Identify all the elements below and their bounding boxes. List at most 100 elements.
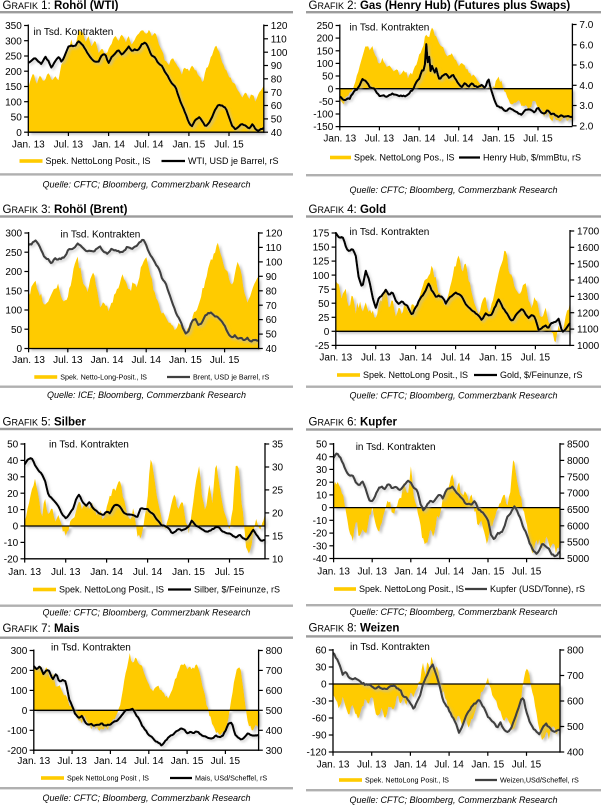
svg-text:Quelle: CFTC; Bloomberg, Comme: Quelle: CFTC; Bloomberg, Commerzbank Res…: [349, 185, 557, 195]
svg-text:175: 175: [313, 229, 330, 240]
svg-text:100: 100: [5, 306, 22, 317]
svg-text:GRAFIK 8: Weizen: GRAFIK 8: Weizen: [309, 623, 400, 635]
svg-text:Jul. 15: Jul. 15: [523, 134, 553, 145]
svg-text:50: 50: [7, 440, 19, 451]
svg-text:-90: -90: [312, 731, 327, 742]
svg-text:120: 120: [266, 229, 283, 240]
svg-text:100: 100: [271, 48, 288, 59]
svg-text:40: 40: [266, 344, 278, 355]
svg-text:Spek. NettoLong Pos., lS: Spek. NettoLong Pos., lS: [354, 153, 455, 163]
svg-text:50: 50: [266, 330, 278, 341]
svg-text:70: 70: [271, 88, 283, 99]
svg-text:5500: 5500: [567, 538, 590, 549]
svg-text:Jan. 13: Jan. 13: [317, 567, 350, 578]
svg-text:Jan. 14: Jan. 14: [394, 760, 427, 771]
svg-text:-50: -50: [319, 97, 334, 108]
svg-text:30: 30: [316, 465, 328, 476]
svg-text:Jul. 14: Jul. 14: [131, 355, 161, 366]
svg-text:800: 800: [567, 646, 584, 657]
svg-text:50: 50: [11, 113, 23, 124]
svg-text:Jul. 13: Jul. 13: [53, 355, 83, 366]
svg-text:Spek. NettoLong Posit., lS: Spek. NettoLong Posit., lS: [46, 156, 151, 166]
svg-text:Jul. 15: Jul. 15: [521, 353, 551, 364]
svg-text:90: 90: [266, 272, 278, 283]
svg-text:Quelle: CFTC; Bloomberg, Comme: Quelle: CFTC; Bloomberg, Commerzbank Res…: [349, 607, 557, 617]
svg-text:-30: -30: [312, 697, 327, 708]
svg-text:GRAFIK 3: Rohöl (Brent): GRAFIK 3: Rohöl (Brent): [3, 204, 128, 216]
svg-text:8000: 8000: [567, 456, 590, 467]
svg-text:125: 125: [313, 257, 330, 268]
svg-text:7000: 7000: [567, 489, 590, 500]
svg-text:500: 500: [567, 722, 584, 733]
svg-text:8500: 8500: [567, 440, 590, 451]
svg-text:Quelle: CFTC; Bloomberg, Comme: Quelle: CFTC; Bloomberg, Commerzbank Res…: [42, 607, 250, 617]
svg-text:500: 500: [266, 706, 283, 717]
svg-text:40: 40: [271, 128, 283, 139]
svg-text:Spek NettoLong Posit , lS: Spek NettoLong Posit , lS: [67, 774, 149, 783]
svg-text:200: 200: [11, 666, 28, 677]
svg-text:Jan. 13: Jan. 13: [8, 567, 41, 578]
svg-text:Jul. 14: Jul. 14: [441, 353, 471, 364]
svg-text:Jan. 15: Jan. 15: [482, 134, 515, 145]
svg-text:Silber, $/Feinunze, rS: Silber, $/Feinunze, rS: [194, 585, 280, 595]
svg-text:Gold, $/Feinunze, rS: Gold, $/Feinunze, rS: [500, 370, 583, 380]
svg-text:0: 0: [16, 128, 22, 139]
svg-text:0: 0: [328, 84, 334, 95]
svg-text:in Tsd. Kontrakten: in Tsd. Kontrakten: [350, 23, 430, 34]
svg-text:-100: -100: [313, 110, 333, 121]
svg-text:-10: -10: [313, 516, 328, 527]
svg-text:Jul. 15: Jul. 15: [215, 567, 245, 578]
svg-text:in Tsd. Kontrakten: in Tsd. Kontrakten: [350, 227, 430, 238]
svg-text:Jan. 13: Jan. 13: [12, 140, 45, 151]
svg-text:Jul. 14: Jul. 14: [434, 760, 464, 771]
svg-text:Spek. NettoLong Posit., lS: Spek. NettoLong Posit., lS: [365, 776, 449, 785]
svg-text:Jul. 13: Jul. 13: [357, 567, 387, 578]
svg-text:100: 100: [313, 271, 330, 282]
svg-text:7.0: 7.0: [579, 20, 593, 31]
svg-text:Jul. 15: Jul. 15: [512, 760, 542, 771]
svg-text:GRAFIK 4: Gold: GRAFIK 4: Gold: [309, 204, 387, 216]
svg-text:200: 200: [317, 34, 334, 45]
svg-text:60: 60: [266, 315, 278, 326]
svg-text:Jan. 13: Jan. 13: [12, 355, 45, 366]
svg-text:Jul. 13: Jul. 13: [365, 134, 395, 145]
svg-text:25: 25: [272, 486, 284, 497]
svg-text:Jan. 13: Jan. 13: [319, 353, 352, 364]
svg-text:1400: 1400: [577, 276, 600, 287]
svg-text:70: 70: [266, 301, 278, 312]
svg-text:50: 50: [271, 115, 283, 126]
svg-text:20: 20: [7, 489, 19, 500]
svg-text:Jan. 14: Jan. 14: [394, 567, 427, 578]
svg-text:100: 100: [266, 258, 283, 269]
svg-text:6.0: 6.0: [579, 40, 593, 51]
svg-text:-10: -10: [4, 538, 19, 549]
svg-text:Jan. 15: Jan. 15: [471, 760, 504, 771]
svg-text:GRAFIK 7: Mais: GRAFIK 7: Mais: [3, 623, 80, 635]
svg-text:in Tsd. Kontrakten: in Tsd. Kontrakten: [49, 440, 129, 451]
svg-text:Jul. 13: Jul. 13: [361, 353, 391, 364]
svg-text:GRAFIK 1: Rohöl (WTI): GRAFIK 1: Rohöl (WTI): [3, 0, 119, 12]
svg-text:350: 350: [5, 21, 22, 32]
svg-text:1100: 1100: [577, 325, 599, 336]
svg-text:Jul. 15: Jul. 15: [211, 756, 241, 767]
svg-text:-120: -120: [306, 748, 326, 759]
svg-text:200: 200: [5, 267, 22, 278]
svg-text:110: 110: [271, 34, 287, 45]
svg-text:75: 75: [318, 285, 330, 296]
svg-text:Jul. 14: Jul. 14: [444, 134, 474, 145]
svg-text:Henry Hub, $/mmBtu, rS: Henry Hub, $/mmBtu, rS: [483, 153, 581, 163]
svg-text:100: 100: [11, 686, 28, 697]
svg-text:20: 20: [272, 509, 284, 520]
svg-text:30: 30: [7, 472, 19, 483]
svg-text:-20: -20: [4, 554, 19, 565]
svg-text:-25: -25: [315, 341, 330, 352]
svg-text:1700: 1700: [577, 227, 600, 238]
svg-text:100: 100: [5, 97, 22, 108]
svg-text:400: 400: [266, 726, 283, 737]
svg-text:40: 40: [316, 452, 328, 463]
svg-text:700: 700: [567, 671, 584, 682]
svg-text:3.0: 3.0: [579, 101, 593, 112]
svg-text:80: 80: [271, 74, 283, 85]
svg-text:Jul. 14: Jul. 14: [134, 140, 164, 151]
svg-text:Jul. 13: Jul. 13: [57, 756, 87, 767]
